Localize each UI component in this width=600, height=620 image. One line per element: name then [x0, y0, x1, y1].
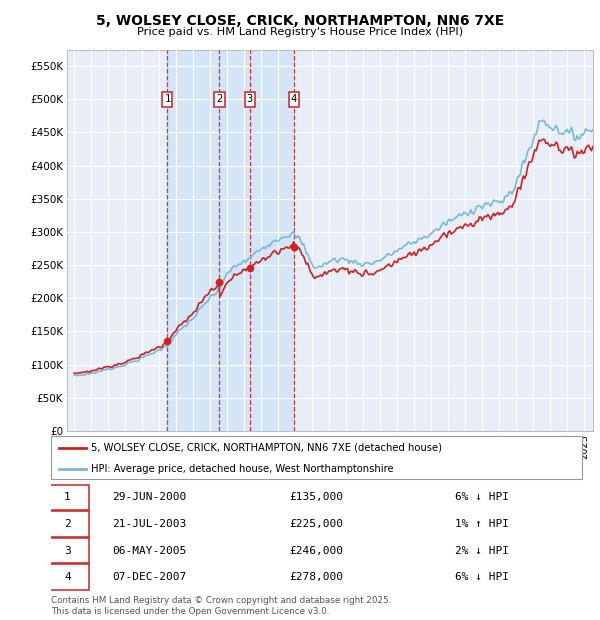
FancyBboxPatch shape — [46, 538, 89, 564]
FancyBboxPatch shape — [162, 92, 172, 107]
Text: £278,000: £278,000 — [290, 572, 343, 582]
Text: 2: 2 — [217, 94, 223, 104]
Text: HPI: Average price, detached house, West Northamptonshire: HPI: Average price, detached house, West… — [91, 464, 394, 474]
Text: Contains HM Land Registry data © Crown copyright and database right 2025.
This d: Contains HM Land Registry data © Crown c… — [51, 596, 391, 616]
Text: 1: 1 — [64, 492, 71, 502]
Text: 2% ↓ HPI: 2% ↓ HPI — [455, 546, 509, 556]
Text: 5, WOLSEY CLOSE, CRICK, NORTHAMPTON, NN6 7XE: 5, WOLSEY CLOSE, CRICK, NORTHAMPTON, NN6… — [96, 14, 504, 28]
Text: 2: 2 — [64, 519, 71, 529]
Text: £246,000: £246,000 — [290, 546, 343, 556]
Text: 6% ↓ HPI: 6% ↓ HPI — [455, 572, 509, 582]
FancyBboxPatch shape — [46, 564, 89, 590]
Text: 1: 1 — [164, 94, 170, 104]
Text: 06-MAY-2005: 06-MAY-2005 — [112, 546, 187, 556]
Text: 3: 3 — [247, 94, 253, 104]
Text: 29-JUN-2000: 29-JUN-2000 — [112, 492, 187, 502]
FancyBboxPatch shape — [46, 511, 89, 537]
FancyBboxPatch shape — [214, 92, 224, 107]
Text: Price paid vs. HM Land Registry's House Price Index (HPI): Price paid vs. HM Land Registry's House … — [137, 27, 463, 37]
Text: 1% ↑ HPI: 1% ↑ HPI — [455, 519, 509, 529]
FancyBboxPatch shape — [289, 92, 299, 107]
Text: 5, WOLSEY CLOSE, CRICK, NORTHAMPTON, NN6 7XE (detached house): 5, WOLSEY CLOSE, CRICK, NORTHAMPTON, NN6… — [91, 443, 442, 453]
Text: 21-JUL-2003: 21-JUL-2003 — [112, 519, 187, 529]
Text: 3: 3 — [64, 546, 71, 556]
Text: £225,000: £225,000 — [290, 519, 343, 529]
Text: 4: 4 — [64, 572, 71, 582]
Text: £135,000: £135,000 — [290, 492, 343, 502]
Bar — [167, 50, 295, 431]
FancyBboxPatch shape — [245, 92, 255, 107]
Text: 6% ↓ HPI: 6% ↓ HPI — [455, 492, 509, 502]
FancyBboxPatch shape — [46, 484, 89, 510]
Text: 07-DEC-2007: 07-DEC-2007 — [112, 572, 187, 582]
Text: 4: 4 — [291, 94, 297, 104]
